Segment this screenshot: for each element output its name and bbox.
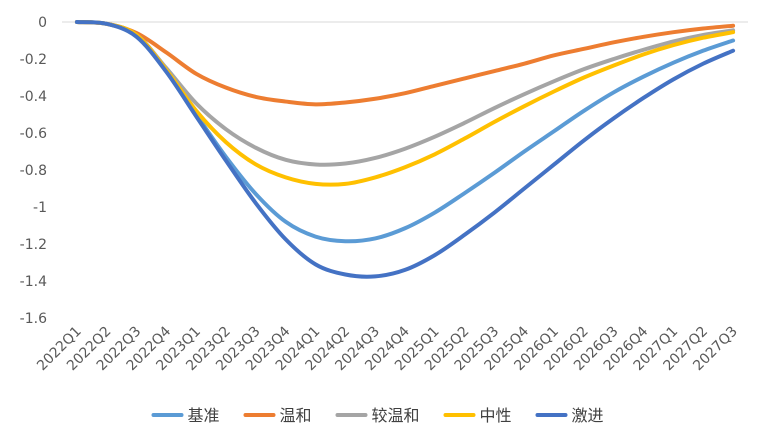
series-line-基准	[74, 20, 736, 244]
series-line-中性	[74, 20, 736, 187]
series-line-温和	[74, 20, 736, 107]
series-lines	[74, 20, 736, 279]
legend-label: 基准	[188, 406, 220, 425]
legend-label: 激进	[572, 406, 604, 425]
y-axis-ticks: 0 -0.2 -0.4 -0.6 -0.8 -1 -1.2 -1.4 -1.6	[20, 15, 47, 327]
y-tick-label: -1	[33, 200, 47, 216]
series-line-激进	[74, 20, 736, 279]
series-line-较温和	[74, 20, 736, 167]
legend: 基准 温和 较温和 中性 激进	[151, 406, 604, 425]
legend-label: 中性	[480, 406, 512, 425]
y-tick-label: -0.4	[20, 89, 47, 105]
legend-label: 温和	[280, 406, 312, 425]
y-tick-label: -1.6	[20, 311, 47, 327]
x-axis-ticks: 2022Q12022Q22022Q32022Q42023Q12023Q22023…	[34, 323, 741, 374]
y-tick-label: -1.2	[20, 237, 47, 253]
y-tick-label: -0.2	[20, 52, 47, 68]
y-tick-label: -0.6	[20, 126, 47, 142]
legend-label: 较温和	[372, 406, 420, 425]
y-tick-label: -1.4	[20, 274, 47, 290]
y-tick-label: 0	[38, 15, 47, 31]
y-tick-label: -0.8	[20, 163, 47, 179]
